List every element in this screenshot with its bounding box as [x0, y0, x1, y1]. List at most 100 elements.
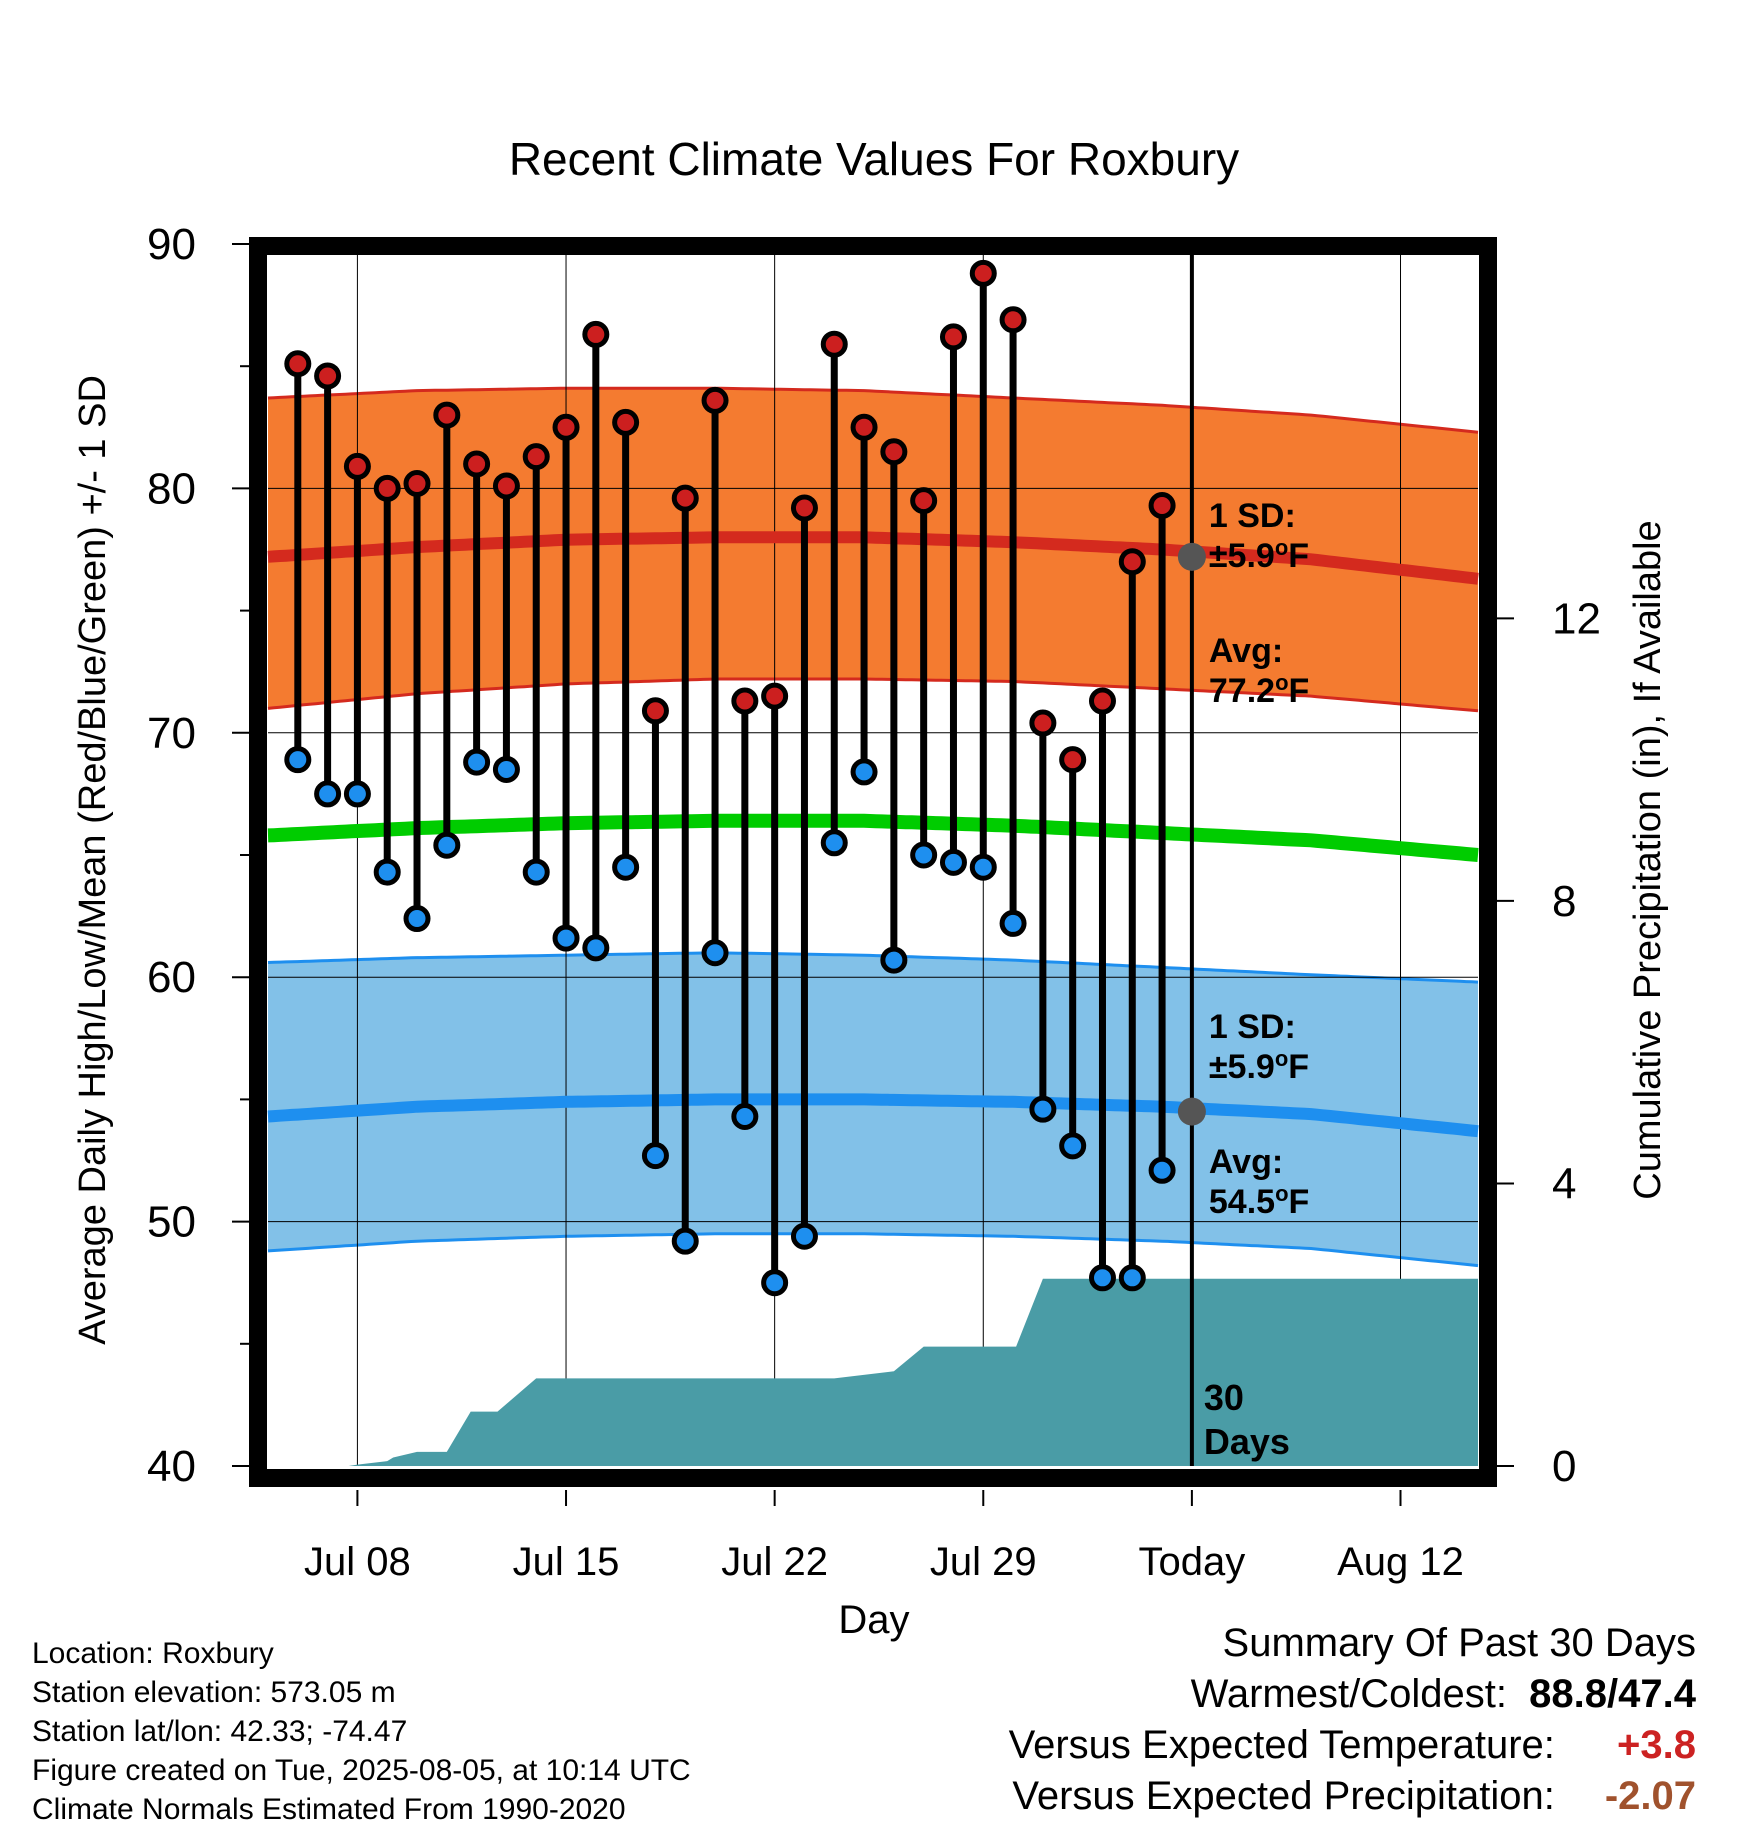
precip-area — [268, 1278, 1478, 1466]
high-point — [314, 362, 342, 390]
y2-tick-label: 4 — [1552, 1159, 1576, 1208]
low-point — [1088, 1264, 1116, 1292]
high-point — [880, 438, 908, 466]
x-tick-label: Jul 08 — [304, 1540, 411, 1584]
high-point — [582, 320, 610, 348]
x-tick-label: Jul 22 — [721, 1540, 828, 1584]
x-tick-label: Jul 15 — [513, 1540, 620, 1584]
low-point — [790, 1222, 818, 1250]
y2-tick-label: 8 — [1552, 877, 1576, 926]
high-point — [284, 350, 312, 378]
low-point — [999, 909, 1027, 937]
low-point — [1148, 1156, 1176, 1184]
y-axis-label: Average Daily High/Low/Mean (Red/Blue/Gr… — [72, 375, 114, 1345]
warm-cold-label: Warmest/Coldest: — [1190, 1672, 1507, 1716]
high-band-lower-edge — [267, 677, 1479, 713]
low-point — [612, 853, 640, 881]
plot-frame — [249, 237, 1497, 1487]
low-sd-annotation: ±5.9oF — [1209, 1046, 1309, 1086]
high-point — [492, 472, 520, 500]
high-point — [939, 323, 967, 351]
high-point — [433, 401, 461, 429]
chart-title: Recent Climate Values For Roxbury — [509, 133, 1239, 185]
high-point — [641, 697, 669, 725]
summary-title: Summary Of Past 30 Days — [1222, 1621, 1696, 1665]
high-sd-annotation: ±5.9oF — [1209, 535, 1309, 575]
low-point — [373, 858, 401, 886]
low-point — [939, 848, 967, 876]
high-point — [820, 330, 848, 358]
low-point — [552, 924, 580, 952]
low-band-upper-edge — [267, 951, 1479, 984]
precip-value: -2.07 — [1604, 1774, 1696, 1818]
high-point — [969, 259, 997, 287]
high-point — [1059, 746, 1087, 774]
y-tick-label: 60 — [147, 953, 196, 1002]
y-tick-label: 90 — [147, 220, 196, 269]
y2-tick-label: 0 — [1552, 1442, 1576, 1491]
low-point — [671, 1227, 699, 1255]
temp-label: Versus Expected Temperature: — [1008, 1723, 1555, 1767]
high-band — [268, 388, 1478, 711]
high-band-upper-edge — [267, 386, 1479, 434]
high-point — [373, 474, 401, 502]
high-point — [463, 450, 491, 478]
high-avg-annotation: 77.2oF — [1209, 670, 1309, 710]
today-low-marker — [1177, 1097, 1206, 1126]
high-point — [612, 408, 640, 436]
low-band — [268, 952, 1478, 1266]
low-point — [1029, 1095, 1057, 1123]
high-point — [1088, 687, 1116, 715]
temp-value: +3.8 — [1617, 1723, 1696, 1767]
high-sd-annotation: 1 SD: — [1209, 497, 1296, 535]
low-point — [880, 946, 908, 974]
today-high-marker — [1177, 542, 1206, 571]
low-point — [433, 831, 461, 859]
high-point — [850, 413, 878, 441]
high-point — [1148, 492, 1176, 520]
low-point — [969, 853, 997, 881]
info-elevation: Station elevation: 573.05 m — [32, 1676, 396, 1709]
y-tick-label: 40 — [147, 1442, 196, 1491]
low-point — [492, 755, 520, 783]
low-avg-annotation: 54.5oF — [1209, 1181, 1309, 1221]
high-point — [671, 484, 699, 512]
high-avg-annotation: Avg: — [1209, 632, 1283, 670]
high-point — [999, 306, 1027, 334]
low-point — [463, 748, 491, 776]
high-point — [1029, 709, 1057, 737]
x-tick-label: Aug 12 — [1337, 1540, 1464, 1584]
high-point — [522, 443, 550, 471]
high-point — [731, 687, 759, 715]
low-point — [1059, 1132, 1087, 1160]
high-point — [343, 452, 371, 480]
y-tick-label: 50 — [147, 1198, 196, 1247]
precip-days-label: Days — [1204, 1421, 1290, 1462]
high-avg-line — [267, 531, 1479, 585]
high-point — [552, 413, 580, 441]
low-point — [1118, 1264, 1146, 1292]
x-tick-label: Jul 29 — [930, 1540, 1037, 1584]
high-point — [790, 494, 818, 522]
low-point — [403, 905, 431, 933]
low-avg-annotation: Avg: — [1209, 1143, 1283, 1181]
low-point — [522, 858, 550, 886]
y-tick-label: 70 — [147, 709, 196, 758]
x-axis-label: Day — [838, 1598, 909, 1642]
info-normals: Climate Normals Estimated From 1990-2020 — [32, 1793, 626, 1826]
high-point — [701, 386, 729, 414]
low-sd-annotation: 1 SD: — [1209, 1008, 1296, 1046]
low-point — [761, 1269, 789, 1297]
y2-tick-label: 12 — [1552, 594, 1601, 643]
low-point — [641, 1142, 669, 1170]
summary-warm-cold: Warmest/Coldest: 88.8/47.4 — [1191, 1672, 1696, 1717]
info-latlon: Station lat/lon: 42.33; -74.47 — [32, 1715, 408, 1748]
summary-temp: Versus Expected Temperature: +3.8 — [1009, 1723, 1696, 1768]
high-point — [403, 470, 431, 498]
low-point — [582, 934, 610, 962]
low-point — [820, 829, 848, 857]
high-point — [910, 487, 938, 515]
y-tick-label: 80 — [147, 464, 196, 513]
low-point — [284, 746, 312, 774]
